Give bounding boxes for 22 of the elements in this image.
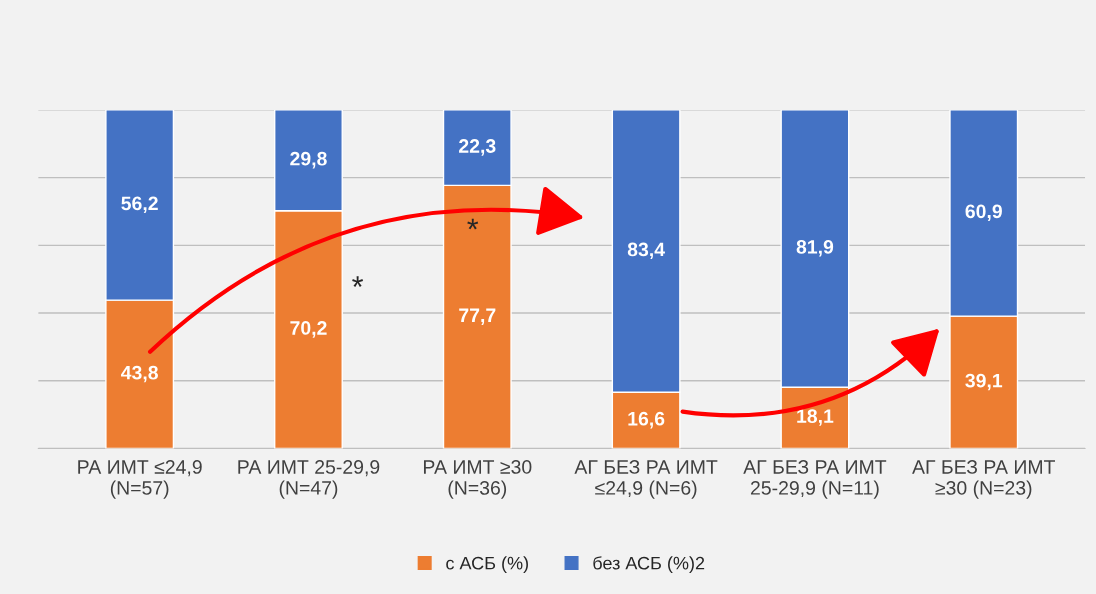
data-label: 81,9	[796, 239, 834, 257]
data-label: 83,4	[627, 242, 665, 260]
data-label: 70,2	[290, 321, 327, 338]
data-label: 22,3	[459, 139, 496, 156]
legend-label: с АСБ (%)	[446, 556, 528, 574]
legend-label: без АСБ (%)2	[593, 556, 705, 574]
data-label: 77,7	[459, 308, 496, 325]
x-tick-label: РА ИМТ ≤24,9 (N=57)	[78, 460, 202, 499]
data-label: 56,2	[121, 196, 158, 214]
annotation: *	[352, 276, 364, 287]
data-label: 39,1	[965, 373, 1003, 391]
data-label: 16,6	[628, 411, 665, 429]
x-tick-label: РА ИМТ ≥30 (N=36)	[424, 460, 532, 499]
data-label: 60,9	[965, 204, 1002, 222]
x-tick-label: РА ИМТ 25-29,9 (N=47)	[238, 460, 380, 499]
data-label: 43,8	[121, 365, 158, 383]
data-label: 18,1	[797, 409, 834, 426]
x-tick-label: АГ БЕЗ РА ИМТ ≤24,9 (N=6)	[574, 460, 718, 499]
data-label: 29,8	[290, 151, 327, 169]
x-tick-label: АГ БЕЗ РА ИМТ 25-29,9 (N=11)	[743, 460, 887, 499]
x-tick-label: АГ БЕЗ РА ИМТ ≥30 (N=23)	[912, 460, 1056, 499]
annotation: *	[467, 218, 479, 230]
